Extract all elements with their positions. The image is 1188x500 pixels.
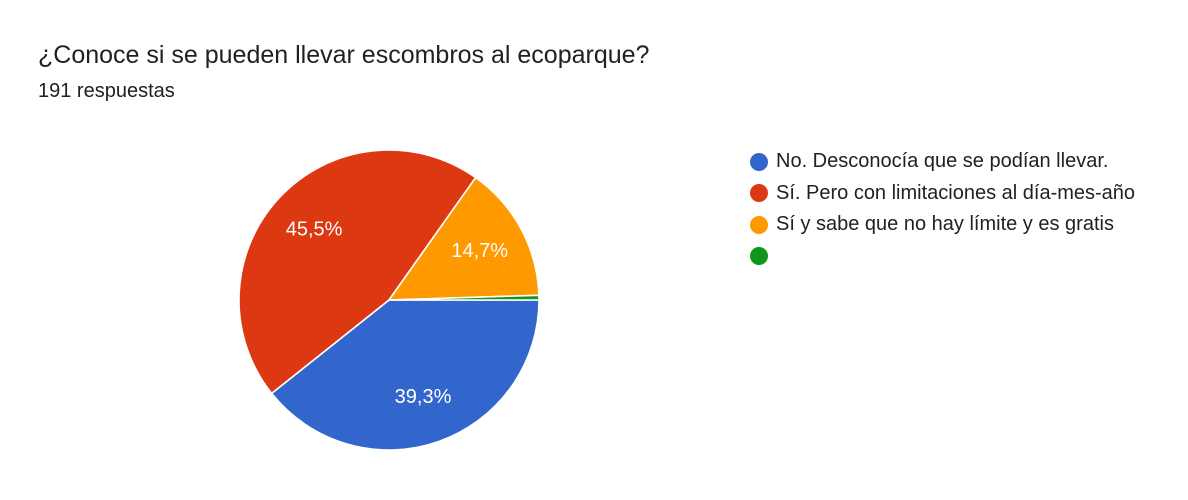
pie-chart: 39,3% 45,5% 14,7% (238, 149, 540, 451)
legend-item-4 (750, 241, 1135, 273)
legend-item-2: Sí. Pero con limitaciones al día-mes-año (750, 178, 1135, 210)
pie-slice-4 (388, 294, 540, 301)
legend-color-dot (750, 152, 768, 171)
pie-slice-1 (270, 299, 540, 451)
legend-item-label: Sí. Pero con limitaciones al día-mes-año (776, 181, 1136, 204)
legend-item-label: Sí y sabe que no hay límite y es gratis (776, 213, 1114, 236)
pie-slice-percent-label: 14,7% (451, 240, 508, 262)
legend-item-3: Sí y sabe que no hay límite y es gratis (750, 209, 1135, 241)
pie-slice-3 (388, 176, 540, 301)
pie-slice-2 (238, 149, 477, 395)
legend-item-1: No. Desconocía que se podían llevar. (750, 146, 1135, 178)
legend-color-dot (750, 184, 768, 203)
legend-item-label: No. Desconocía que se podían llevar. (776, 150, 1109, 173)
question-title: ¿Conoce si se pueden llevar escombros al… (38, 41, 650, 69)
pie-slice-percent-label: 45,5% (286, 218, 343, 240)
legend-color-dot (750, 215, 768, 234)
legend-color-dot (750, 247, 768, 266)
chart-legend: No. Desconocía que se podían llevar. Sí. … (750, 146, 1135, 272)
response-count: 191 respuestas (38, 80, 175, 102)
pie-slice-percent-label: 39,3% (395, 386, 452, 408)
